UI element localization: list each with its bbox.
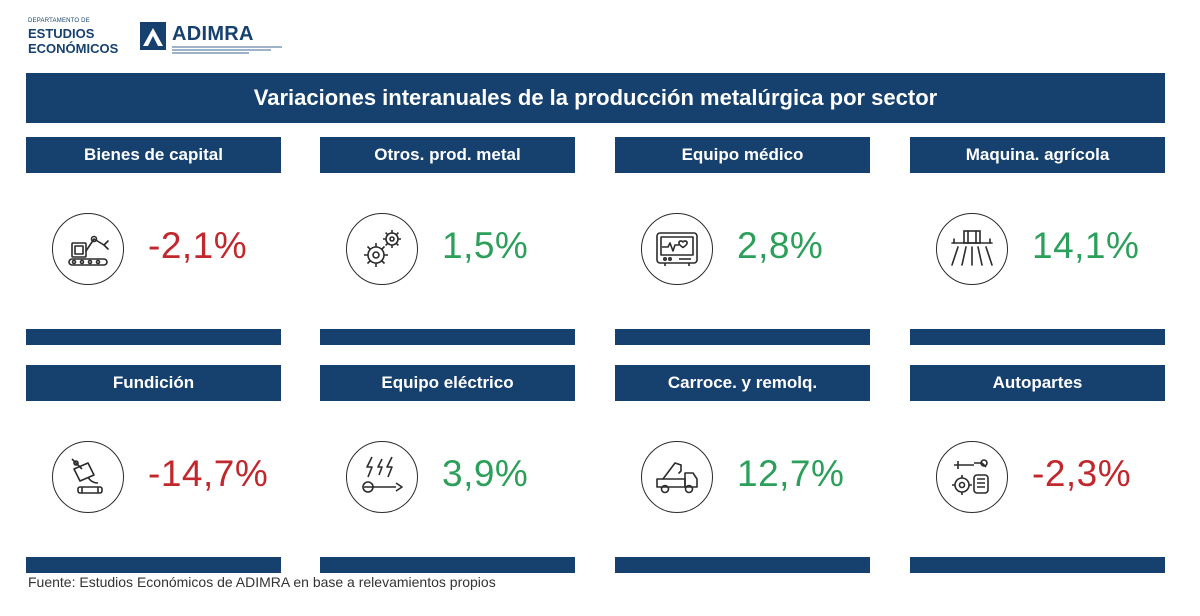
sector-label: Fundición	[26, 365, 281, 401]
value-label: 3,9%	[442, 453, 529, 494]
value-label: 1,5%	[442, 225, 529, 266]
sector-label: Equipo eléctrico	[320, 365, 575, 401]
tractor-icon	[936, 213, 1008, 285]
card-footer-bar	[26, 329, 281, 345]
value-label: 12,7%	[737, 453, 845, 494]
sector-card: Equipo eléctrico 3,9%	[320, 365, 575, 573]
sector-card: Autopartes -2,3%	[910, 365, 1165, 573]
value-label: 14,1%	[1032, 225, 1140, 266]
gears-icon	[346, 213, 418, 285]
card-body: 2,8%	[615, 173, 870, 329]
sector-label: Autopartes	[910, 365, 1165, 401]
card-body: 14,1%	[910, 173, 1165, 329]
tow-truck-icon	[641, 441, 713, 513]
sector-card: Equipo médico 2,8%	[615, 137, 870, 345]
dept-line-1: ESTUDIOS	[28, 26, 95, 41]
sector-card: Bienes de capital -2,1%	[26, 137, 281, 345]
foundry-ladle-icon	[52, 441, 124, 513]
card-footer-bar	[910, 329, 1165, 345]
card-footer-bar	[910, 557, 1165, 573]
sector-card: Otros. prod. metal 1,5%	[320, 137, 575, 345]
heart-monitor-icon	[641, 213, 713, 285]
card-footer-bar	[320, 557, 575, 573]
card-footer-bar	[615, 329, 870, 345]
value-label: 2,8%	[737, 225, 824, 266]
card-body: 1,5%	[320, 173, 575, 329]
sector-label: Carroce. y remolq.	[615, 365, 870, 401]
brand-tagline-graphic	[172, 45, 282, 55]
dept-line-2: ECONÓMICOS	[28, 41, 119, 56]
chart-title: Variaciones interanuales de la producció…	[26, 73, 1165, 123]
card-body: -2,1%	[26, 173, 281, 329]
card-body: 3,9%	[320, 401, 575, 557]
robotic-arm-icon	[52, 213, 124, 285]
sector-card: Carroce. y remolq. 12,7%	[615, 365, 870, 573]
value-label: -2,1%	[148, 225, 248, 266]
dept-small-text: DEPARTAMENTO DE	[28, 18, 90, 24]
value-label: -2,3%	[1032, 453, 1132, 494]
sector-label: Equipo médico	[615, 137, 870, 173]
card-body: -2,3%	[910, 401, 1165, 557]
engine-parts-icon	[936, 441, 1008, 513]
source-note: Fuente: Estudios Económicos de ADIMRA en…	[28, 574, 496, 590]
sector-card: Fundición -14,7%	[26, 365, 281, 573]
card-footer-bar	[320, 329, 575, 345]
sector-card: Maquina. agrícola 14,1%	[910, 137, 1165, 345]
card-footer-bar	[615, 557, 870, 573]
value-label: -14,7%	[148, 453, 269, 494]
card-body: -14,7%	[26, 401, 281, 557]
adimra-logo-icon	[140, 22, 166, 50]
card-footer-bar	[26, 557, 281, 573]
brand-name: ADIMRA	[172, 23, 254, 45]
sector-label: Bienes de capital	[26, 137, 281, 173]
electric-tools-icon	[346, 441, 418, 513]
sector-label: Maquina. agrícola	[910, 137, 1165, 173]
sector-label: Otros. prod. metal	[320, 137, 575, 173]
card-body: 12,7%	[615, 401, 870, 557]
